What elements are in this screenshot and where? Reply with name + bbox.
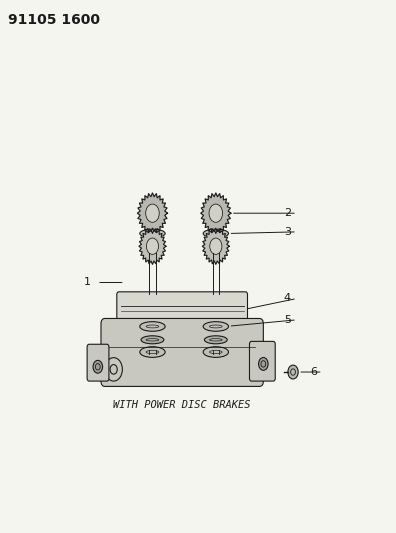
FancyBboxPatch shape [101,319,263,386]
Circle shape [105,358,122,381]
Text: 4: 4 [284,294,291,303]
Ellipse shape [140,322,165,332]
Circle shape [209,204,223,222]
Polygon shape [202,228,229,264]
FancyBboxPatch shape [117,292,248,326]
Circle shape [147,238,158,254]
Ellipse shape [141,336,164,344]
Ellipse shape [140,346,165,358]
Ellipse shape [203,346,228,358]
Circle shape [288,365,298,379]
Circle shape [93,360,103,373]
Polygon shape [137,193,168,233]
Text: 6: 6 [310,367,317,377]
FancyBboxPatch shape [87,344,109,381]
Text: 5: 5 [284,315,291,325]
Circle shape [210,238,222,254]
Ellipse shape [203,322,228,332]
Ellipse shape [204,336,227,344]
Circle shape [259,358,268,370]
Circle shape [146,204,159,222]
Ellipse shape [140,229,165,238]
Polygon shape [139,228,166,264]
Text: 2: 2 [284,208,291,218]
Text: 1: 1 [84,278,91,287]
Ellipse shape [203,229,228,238]
Text: WITH POWER DISC BRAKES: WITH POWER DISC BRAKES [113,400,251,410]
Polygon shape [201,193,231,233]
Text: 91105 1600: 91105 1600 [8,13,100,27]
Text: 3: 3 [284,227,291,237]
FancyBboxPatch shape [249,342,275,381]
